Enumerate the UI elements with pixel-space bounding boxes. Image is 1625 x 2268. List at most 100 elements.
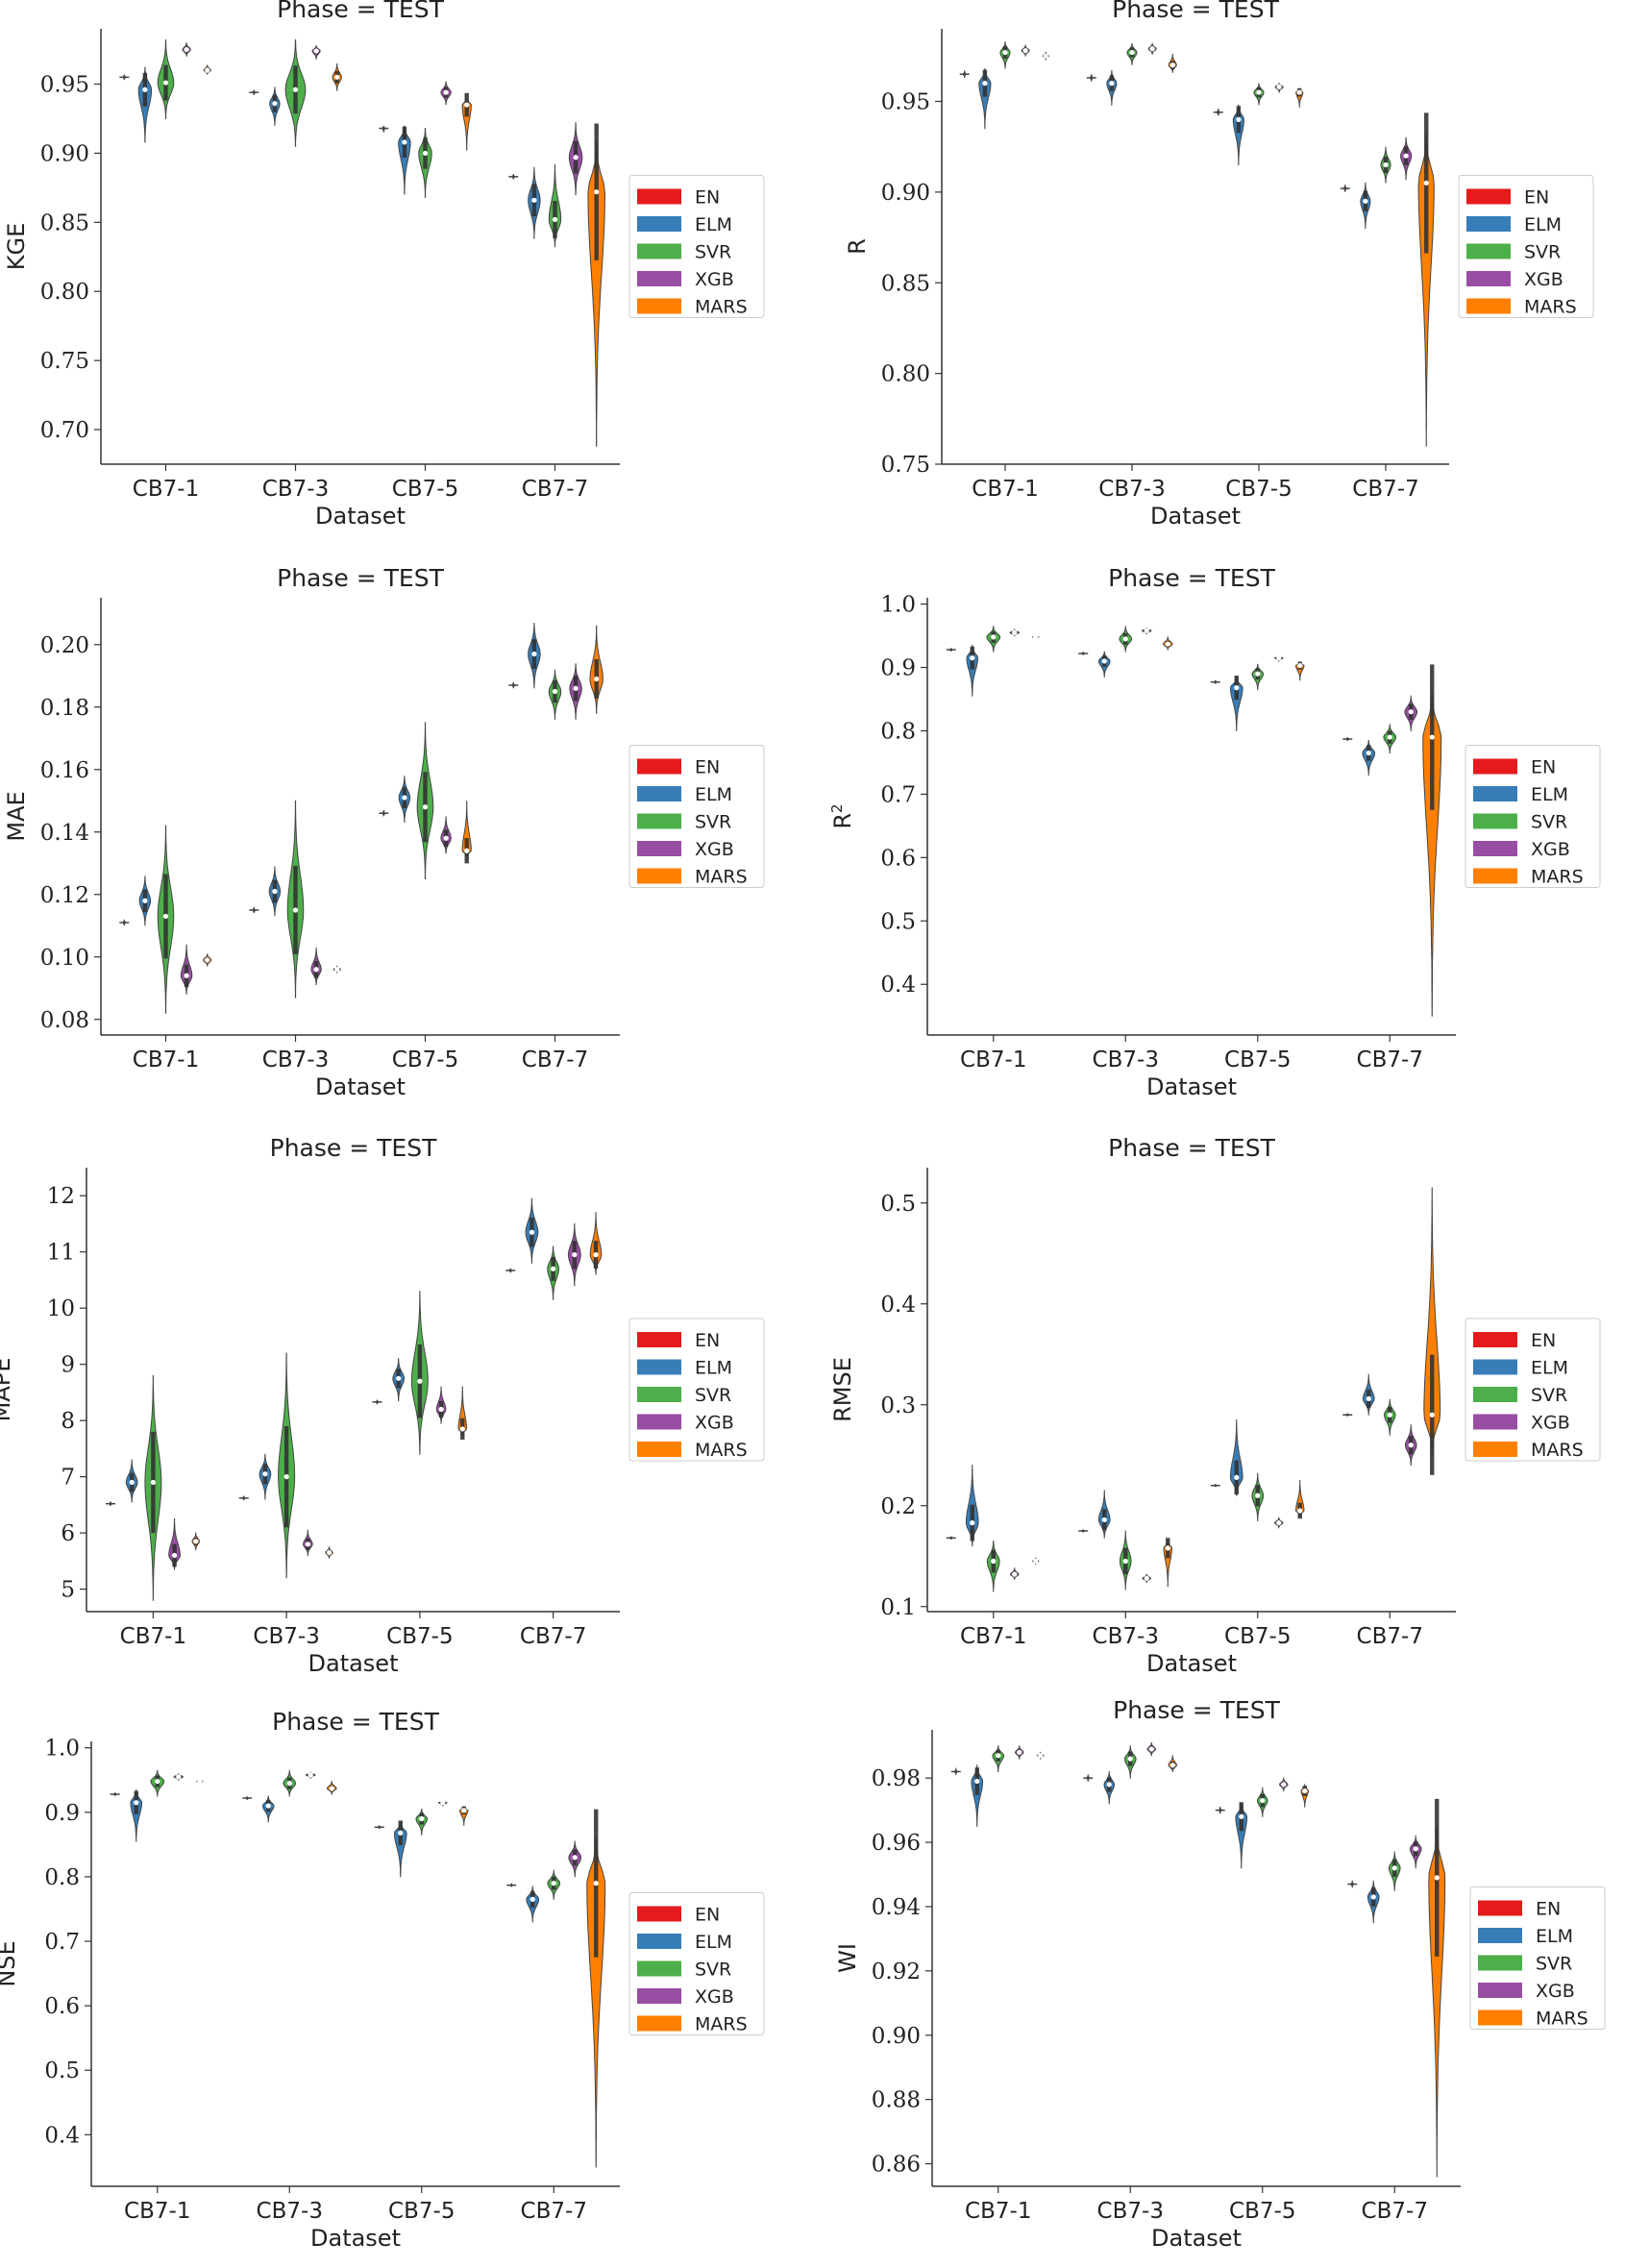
legend-swatch-xgb (637, 841, 681, 856)
legend-swatch-mars (1473, 1442, 1517, 1457)
y-tick-label: 0.8 (44, 1865, 80, 1890)
x-tick-label: CB7-7 (1362, 2199, 1428, 2224)
chart-title: Phase = TEST (270, 1134, 437, 1162)
violin-elm-cb7-5 (1232, 104, 1244, 166)
legend-label-mars: MARS (1531, 867, 1584, 888)
violin-median-dot (272, 101, 278, 107)
y-tick-label: 0.80 (881, 362, 930, 387)
legend-label-elm: ELM (695, 1932, 732, 1953)
violin-median-dot (1276, 84, 1282, 89)
chart-legend: EN ELM SVR XGB MARS (628, 175, 765, 318)
violin-median-dot (402, 139, 407, 145)
violin-median-dot (419, 1815, 425, 1822)
violin-median-dot (982, 81, 988, 86)
violin-median-dot (1234, 1474, 1240, 1480)
y-tick-label: 8 (61, 1409, 75, 1434)
chart-legend: EN ELM SVR XGB MARS (1465, 745, 1601, 888)
violin-mars-cb7-7 (586, 1837, 606, 2168)
chart-title: Phase = TEST (1112, 0, 1279, 23)
violin-median-dot (1148, 1746, 1154, 1752)
x-axis-label: Dataset (315, 503, 406, 530)
y-tick-label: 0.08 (40, 1008, 89, 1033)
x-tick-label: CB7-3 (262, 1048, 329, 1072)
chart-title: Phase = TEST (1108, 1134, 1275, 1162)
panel-mae: Phase = TEST 0.08 0.10 0.12 0.14 0.16 0.18 0.20… (3, 564, 765, 1100)
violin-median-dot (1165, 1545, 1170, 1551)
x-tick-label: CB7-3 (262, 477, 329, 502)
violin-median-dot (443, 89, 449, 95)
violin-median-dot (1255, 1492, 1261, 1498)
panel-wi: Phase = TEST 0.86 0.88 0.90 0.92 0.94 0.96 0.98… (834, 1696, 1606, 2252)
y-tick-label: 0.98 (872, 1766, 921, 1791)
y-tick-label: 0.75 (881, 453, 930, 478)
violin-median-dot (464, 102, 470, 108)
y-tick-label: 12 (47, 1184, 75, 1209)
x-tick-label: CB7-3 (257, 2199, 323, 2224)
y-tick-label: 0.5 (880, 909, 916, 934)
violin-median-dot (1022, 48, 1028, 54)
legend-label-xgb: XGB (1536, 1981, 1575, 2002)
violin-median-dot (970, 1520, 975, 1526)
y-axis-label: WI (834, 1943, 861, 1973)
legend-label-xgb: XGB (1531, 1413, 1570, 1434)
chart-title: Phase = TEST (272, 1708, 439, 1736)
violin-mars-cb7-5 (461, 97, 472, 151)
y-tick-label: 1.0 (44, 1737, 80, 1762)
legend-label-en: EN (1531, 757, 1556, 778)
violin-median-dot (334, 967, 340, 973)
x-tick-label: CB7-7 (1352, 477, 1418, 502)
y-tick-label: 0.16 (40, 758, 89, 783)
violin-median-dot (205, 67, 210, 73)
y-tick-label: 6 (61, 1521, 75, 1546)
legend-swatch-mars (637, 1442, 681, 1457)
legend-swatch-svr (1478, 1955, 1522, 1971)
violin-median-dot (438, 1406, 444, 1413)
violin-median-dot (305, 1541, 310, 1547)
violin-median-dot (1106, 1782, 1112, 1787)
x-axis-label: Dataset (1146, 1650, 1237, 1677)
violin-median-dot (1043, 53, 1048, 59)
violin-median-dot (1276, 655, 1282, 661)
violin-median-dot (1297, 1508, 1303, 1514)
chart-title: Phase = TEST (1108, 564, 1275, 592)
violin-median-dot (1363, 198, 1368, 204)
panel-mape: Phase = TEST 5 6 7 8 9 10 11 12 MAPE CB7-1 CB7-3 CB7… (0, 1134, 765, 1677)
violin-median-dot (461, 1808, 467, 1813)
legend-swatch-svr (1473, 1387, 1517, 1402)
legend-swatch-mars (637, 2015, 681, 2032)
violin-median-dot (1101, 1516, 1107, 1523)
y-tick-label: 0.12 (40, 883, 89, 908)
y-tick-label: 0.70 (40, 418, 89, 443)
x-tick-label: CB7-7 (522, 1048, 588, 1072)
y-axis-label: MAE (3, 791, 30, 841)
x-tick-label: CB7-5 (1224, 1624, 1291, 1649)
violin-mars-cb7-7 (1428, 1825, 1446, 2178)
violin-median-dot (396, 1375, 402, 1381)
violin-median-dot (1109, 81, 1115, 86)
y-axis-label: RMSE (829, 1357, 856, 1422)
y-tick-label: 11 (47, 1241, 75, 1266)
violin-median-dot (1370, 1894, 1376, 1900)
legend-label-en: EN (695, 187, 720, 209)
legend-swatch-svr (637, 1960, 681, 1977)
violin-elm-cb7-1 (978, 68, 992, 130)
legend-swatch-xgb (1473, 1414, 1517, 1430)
x-tick-label: CB7-3 (1093, 1048, 1159, 1072)
y-tick-label: 0.9 (880, 656, 916, 681)
legend-swatch-svr (637, 243, 681, 259)
violin-median-dot (529, 1896, 535, 1902)
violin-median-dot (529, 1229, 535, 1235)
violin-median-dot (573, 685, 579, 691)
violin-mars-cb7-7 (1422, 692, 1442, 1017)
violin-median-dot (551, 1266, 556, 1271)
legend-label-elm: ELM (1524, 214, 1562, 235)
violin-median-dot (1302, 1787, 1308, 1794)
x-tick-label: CB7-1 (960, 1048, 1026, 1072)
violin-median-dot (1012, 629, 1018, 635)
y-axis-label: R2 (828, 803, 856, 828)
violin-median-dot (1170, 62, 1175, 68)
legend-swatch-en (1478, 1900, 1522, 1916)
violin-median-dot (573, 155, 579, 160)
legend-label-xgb: XGB (1531, 839, 1570, 860)
legend-swatch-elm (1473, 786, 1517, 801)
